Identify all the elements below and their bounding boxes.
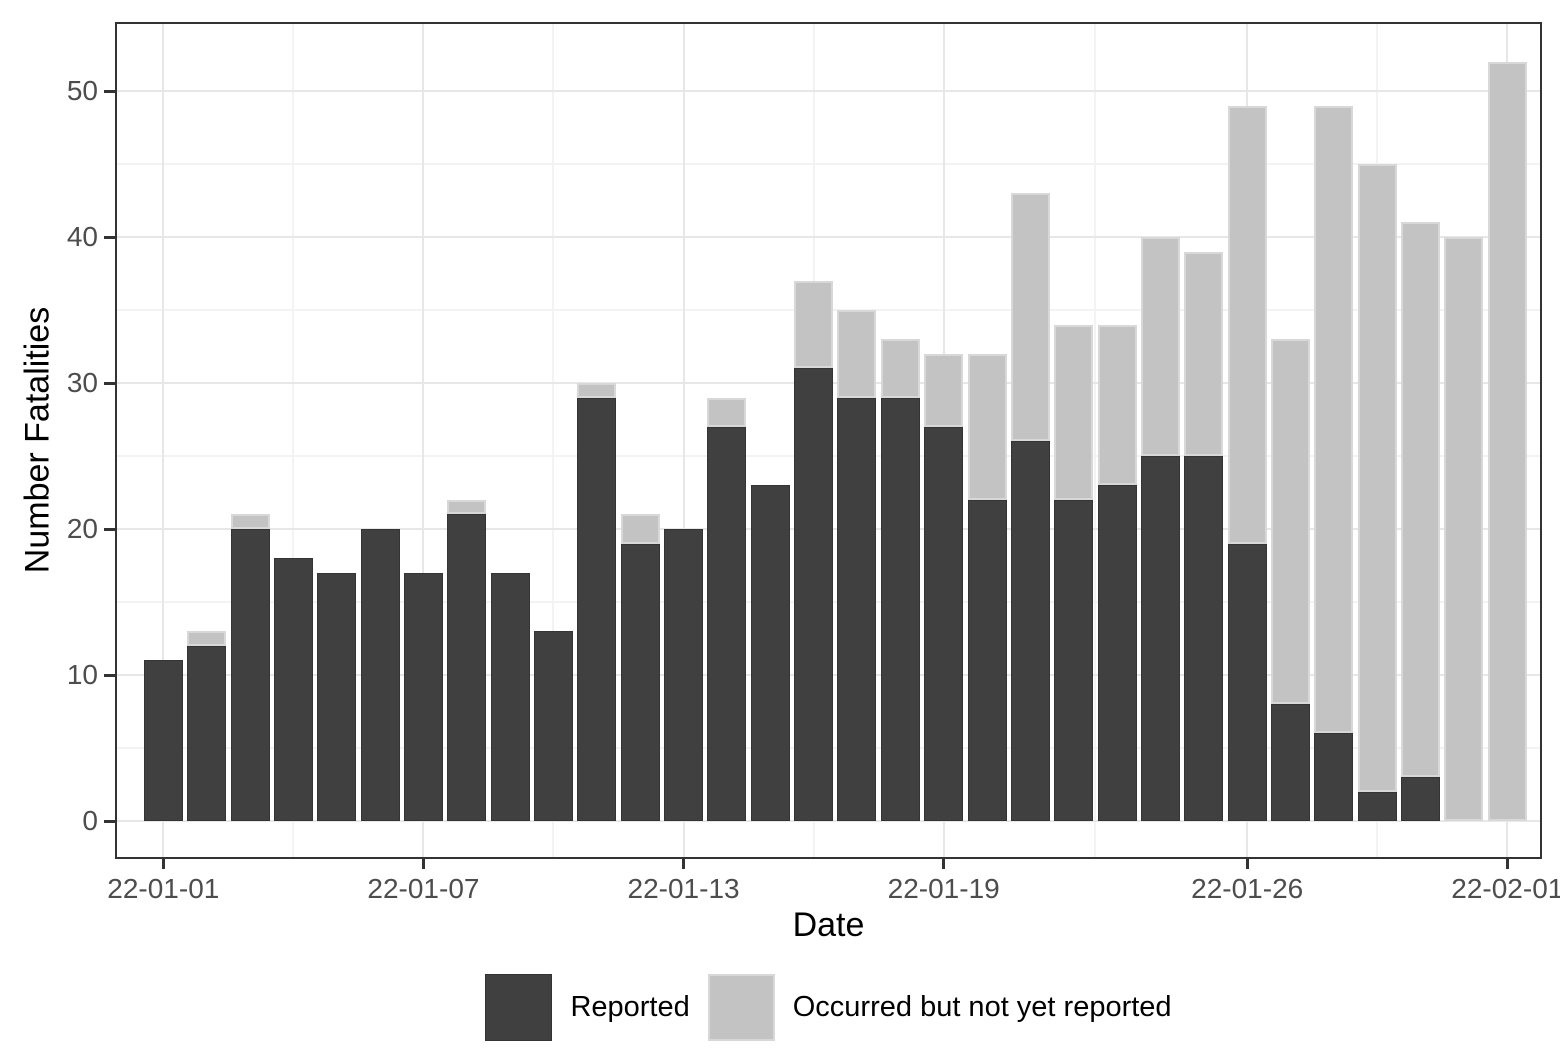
bar-segment-reported <box>880 397 920 821</box>
bar-segment-reported <box>143 660 183 821</box>
x-tick-mark <box>421 859 425 869</box>
bar-segment-reported <box>1140 456 1180 821</box>
gridline-x-major <box>682 24 685 857</box>
gridline-y-major <box>117 236 1540 238</box>
bar-segment-reported <box>273 558 313 821</box>
bar-segment-reported <box>1054 499 1094 821</box>
bar-segment-occurred <box>577 383 617 398</box>
bar-segment-reported <box>1184 456 1224 821</box>
bar-segment-reported <box>837 397 877 821</box>
x-tick-mark <box>942 859 946 869</box>
y-tick-mark <box>104 235 115 239</box>
gridline-x-minor <box>1094 24 1097 857</box>
bar-segment-reported <box>1097 485 1137 821</box>
y-tick-mark <box>104 819 115 823</box>
bar-segment-reported <box>447 514 487 821</box>
bar-segment-occurred <box>187 631 227 646</box>
y-tick-label: 50 <box>66 75 98 106</box>
bar-segment-reported <box>664 529 704 821</box>
bar-segment-reported <box>967 499 1007 821</box>
x-tick-label: 22-01-19 <box>887 873 1000 904</box>
bar-segment-reported <box>1357 791 1397 821</box>
bar-segment-occurred <box>1401 222 1441 778</box>
bar-segment-occurred <box>1054 324 1094 500</box>
legend-label-occurred: Occurred but not yet reported <box>792 990 1172 1023</box>
plot-panel <box>115 22 1542 859</box>
bar-segment-occurred <box>924 353 964 427</box>
bar-segment-reported <box>360 529 400 821</box>
legend: Reported Occurred but not yet reported <box>115 972 1542 1042</box>
bar-segment-occurred <box>447 499 487 515</box>
bar-segment-reported <box>230 529 270 821</box>
bar-segment-reported <box>1227 543 1267 821</box>
x-tick-label: 22-01-26 <box>1191 873 1304 904</box>
y-tick-label: 20 <box>66 513 98 544</box>
bar-segment-reported <box>1401 777 1441 821</box>
bar-segment-reported <box>1010 441 1050 821</box>
bar-segment-reported <box>620 543 660 821</box>
x-tick-mark <box>1505 859 1509 869</box>
legend-swatch-occurred <box>707 973 775 1041</box>
bar-segment-reported <box>317 572 357 821</box>
bar-segment-reported <box>794 368 834 821</box>
legend-item-reported: Reported <box>485 973 690 1041</box>
bar-segment-reported <box>924 426 964 821</box>
x-tick-label: 22-01-13 <box>627 873 740 904</box>
bar-segment-occurred <box>620 514 660 544</box>
gridline-x-minor <box>552 24 555 857</box>
bar-segment-reported <box>533 631 573 821</box>
gridline-y-major <box>117 90 1540 92</box>
y-tick-label: 30 <box>66 367 98 398</box>
gridline-x-major <box>162 24 165 857</box>
bar-segment-occurred <box>707 397 747 427</box>
bar-segment-occurred <box>1314 105 1354 734</box>
bar-segment-occurred <box>1140 237 1180 456</box>
x-tick-mark <box>161 859 165 869</box>
legend-swatch-reported <box>485 973 553 1041</box>
y-tick-mark <box>104 673 115 677</box>
gridline-x-minor <box>292 24 295 857</box>
y-tick-mark <box>104 527 115 531</box>
gridline-y-major <box>117 820 1540 822</box>
y-tick-label: 0 <box>82 805 98 836</box>
bar-segment-reported <box>187 645 227 821</box>
x-tick-label: 22-02-01 <box>1451 873 1560 904</box>
bar-segment-reported <box>577 397 617 821</box>
y-tick-mark <box>104 89 115 93</box>
bar-segment-reported <box>750 485 790 821</box>
bar-segment-reported <box>1314 733 1354 821</box>
y-axis-title: Number Fatalities <box>18 306 57 574</box>
x-tick-mark <box>1245 859 1249 869</box>
bar-segment-occurred <box>1271 339 1311 705</box>
bar-segment-occurred <box>1487 61 1527 821</box>
bar-segment-reported <box>490 572 530 821</box>
bar-segment-occurred <box>1184 251 1224 456</box>
legend-label-reported: Reported <box>570 990 690 1023</box>
bar-segment-occurred <box>1357 164 1397 792</box>
bar-segment-occurred <box>230 514 270 529</box>
y-tick-label: 40 <box>66 221 98 252</box>
gridline-x-major <box>422 24 425 857</box>
bar-segment-reported <box>1271 704 1311 821</box>
y-tick-mark <box>104 381 115 385</box>
bar-segment-occurred <box>880 339 920 398</box>
bar-segment-occurred <box>1010 193 1050 442</box>
x-tick-mark <box>682 859 686 869</box>
legend-item-occurred: Occurred but not yet reported <box>707 973 1172 1041</box>
bar-segment-reported <box>403 572 443 821</box>
x-tick-label: 22-01-07 <box>367 873 480 904</box>
gridline-y-minor <box>117 163 1540 165</box>
bar-segment-occurred <box>1227 105 1267 544</box>
x-tick-label: 22-01-01 <box>107 873 220 904</box>
bar-segment-occurred <box>967 353 1007 500</box>
y-tick-label: 10 <box>66 659 98 690</box>
bar-segment-occurred <box>1444 237 1484 821</box>
bar-segment-occurred <box>837 310 877 398</box>
bar-segment-occurred <box>794 280 834 369</box>
bar-segment-occurred <box>1097 324 1137 486</box>
x-axis-title: Date <box>792 906 865 944</box>
bar-segment-reported <box>707 426 747 821</box>
